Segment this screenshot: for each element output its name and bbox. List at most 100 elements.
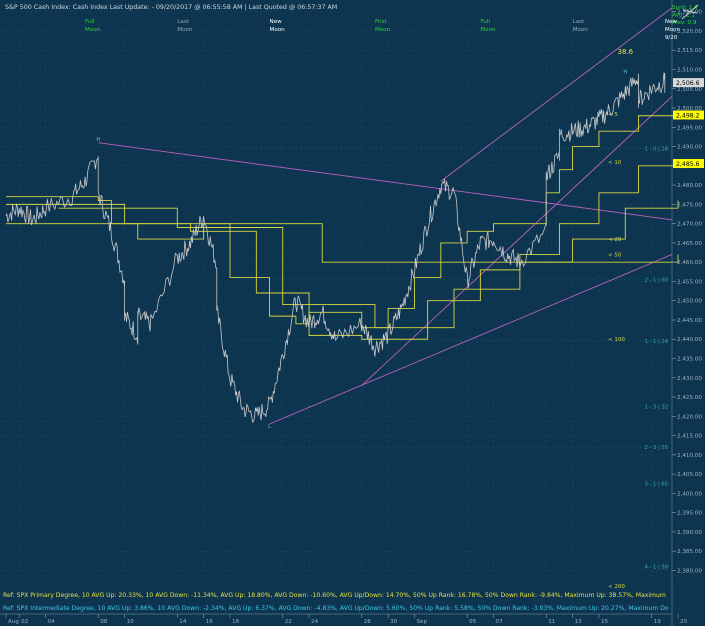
x-tick-label: 11 bbox=[548, 619, 556, 625]
step-label: < 200 bbox=[608, 584, 625, 590]
step-line bbox=[6, 223, 679, 263]
y-tick-label: 2,480.00 bbox=[677, 183, 702, 189]
grid bbox=[0, 0, 679, 626]
moon-marker-line1: Last bbox=[573, 19, 585, 25]
y-tick-label: 2,425.00 bbox=[677, 395, 702, 401]
step-label: < 20 bbox=[608, 237, 622, 243]
header-stat: Sprd: 2.4 bbox=[672, 5, 698, 11]
y-tick-label: 2,440.00 bbox=[677, 337, 702, 343]
moon-marker-line2: Moon bbox=[375, 27, 391, 33]
x-tick-label: 24 bbox=[311, 619, 319, 625]
step-label: < 100 bbox=[608, 337, 625, 343]
chart-annotation: L bbox=[268, 424, 271, 430]
y-tick-label: 2,500.00 bbox=[677, 106, 702, 112]
y-tick-label: 2,410.00 bbox=[677, 453, 702, 459]
x-tick-label: 08 bbox=[100, 619, 108, 625]
chart-annotation: H bbox=[96, 137, 100, 143]
x-tick-label: 20 bbox=[680, 619, 688, 625]
price-line bbox=[5, 72, 666, 423]
y-tick-label: 2,515.00 bbox=[677, 48, 702, 54]
y-tick-label: 2,455.00 bbox=[677, 279, 702, 285]
trendline-upper-channel bbox=[440, 7, 673, 182]
y-tick-label: 2,405.00 bbox=[677, 472, 702, 478]
step-label: < 10 bbox=[608, 160, 622, 166]
y-tick-label: 2,420.00 bbox=[677, 414, 702, 420]
y-tick-label: 2,495.00 bbox=[677, 125, 702, 131]
date-axis: Aug 02 04 08 10 14 16 18 22 24 28 30 Sep 05 07 11 13 15 19… bbox=[5, 614, 688, 625]
moon-markers: Full Moon Last Moon New Moon First Moon Full Moon… bbox=[85, 19, 680, 41]
reference-level-label: 2 - 3 | 55 bbox=[645, 445, 668, 451]
y-tick-label: 2,400.00 bbox=[677, 491, 702, 497]
moon-marker-line1: New bbox=[665, 19, 678, 25]
x-tick-label: Sep bbox=[416, 619, 427, 625]
y-tick-label: 2,380.00 bbox=[677, 568, 702, 574]
reference-level-label: 3 - 1 | 65 bbox=[645, 482, 668, 488]
y-tick-label: 2,490.00 bbox=[677, 145, 702, 151]
y-tick-label: 2,430.00 bbox=[677, 376, 702, 382]
step-line bbox=[58, 200, 679, 329]
price-axis-panel bbox=[672, 0, 705, 626]
y-tick-label: 2,505.00 bbox=[677, 87, 702, 93]
reference-level-label: 1 : 0 | 28 bbox=[645, 147, 668, 153]
reference-levels: 1 : 0 | 28 2 - 1 | 60 1 - 1 | 24 1 - 3 | 32… bbox=[240, 147, 672, 571]
moon-marker-line1: New bbox=[270, 19, 283, 25]
moon-marker-line3: 9/20 bbox=[665, 35, 678, 41]
footer-primary-degree: Ref: SPX Primary Degree, 10 AVG Up: 20.3… bbox=[3, 592, 666, 599]
price-axis: 2,380.00 2,385.00 2,390.00 2,395.00 2,400.00… bbox=[672, 10, 704, 574]
header-stat: Avg: 2.1 bbox=[672, 13, 695, 19]
value-tag-label: 2,485.6 bbox=[676, 161, 700, 168]
reference-level-label: 1 - 3 | 32 bbox=[645, 405, 668, 411]
value-tag-bg bbox=[673, 110, 704, 120]
y-tick-label: 2,395.00 bbox=[677, 511, 702, 517]
reference-level-label: 1 - 1 | 24 bbox=[645, 339, 669, 345]
step-line bbox=[6, 165, 678, 340]
x-tick-label: 13 bbox=[575, 619, 583, 625]
step-label: < 5 bbox=[608, 112, 618, 118]
trendline-long-support bbox=[269, 254, 673, 425]
y-tick-label: 2,435.00 bbox=[677, 357, 702, 363]
trendline-descending-resistance bbox=[98, 142, 673, 221]
chart-header: S&P 500 Cash Index: Cash Index Last Upda… bbox=[5, 3, 337, 11]
x-tick-label: 30 bbox=[390, 619, 398, 625]
annotations: 38.6 H H L bbox=[96, 48, 633, 430]
y-tick-label: 2,445.00 bbox=[677, 318, 702, 324]
moon-marker-line2: Moon bbox=[177, 27, 193, 33]
trendlines bbox=[98, 7, 673, 425]
value-tag-label: 2,506.6 bbox=[676, 80, 700, 87]
reference-level-label: 2 - 1 | 60 bbox=[645, 278, 668, 284]
step-label: < 50 bbox=[608, 252, 622, 258]
reference-level-label: 4 - 1 | 58 bbox=[645, 565, 668, 571]
drawing-tools[interactable] bbox=[681, 4, 699, 20]
y-tick-label: 2,385.00 bbox=[677, 549, 702, 555]
x-tick-label: 02 bbox=[21, 619, 28, 625]
x-tick-label: 19 bbox=[654, 619, 662, 625]
moon-marker-line2: Moon bbox=[665, 27, 681, 33]
chart-title: S&P 500 Cash Index: Cash Index Last Upda… bbox=[5, 3, 337, 11]
x-tick-label: 16 bbox=[206, 619, 214, 625]
x-tick-label: 22 bbox=[285, 619, 292, 625]
x-tick-label: 15 bbox=[601, 619, 609, 625]
moon-marker-line1: Full bbox=[85, 19, 95, 25]
value-tag-bg bbox=[673, 159, 704, 169]
x-tick-label: Aug bbox=[8, 619, 19, 625]
footer-intermediate-degree: Ref: SPX Intermediate Degree, 10 AVG Up:… bbox=[3, 605, 669, 612]
chart-annotation: H bbox=[623, 69, 627, 75]
y-tick-label: 2,475.00 bbox=[677, 202, 702, 208]
value-tag-label: 2,498.2 bbox=[676, 112, 700, 119]
x-tick-label: 14 bbox=[179, 619, 187, 625]
y-tick-label: 2,465.00 bbox=[677, 241, 702, 247]
chart-annotation: 38.6 bbox=[617, 48, 633, 56]
x-tick-label: 07 bbox=[496, 619, 504, 625]
moon-marker-line2: Moon bbox=[480, 27, 496, 33]
header-stat: Prev: 0.9 bbox=[672, 20, 697, 26]
moon-marker-line2: Moon bbox=[270, 27, 286, 33]
y-tick-label: 2,510.00 bbox=[677, 68, 702, 74]
trendline-lower-channel bbox=[361, 96, 673, 386]
x-tick-label: 04 bbox=[48, 619, 56, 625]
y-tick-label: 2,470.00 bbox=[677, 222, 702, 228]
x-tick-label: 05 bbox=[469, 619, 477, 625]
moon-marker-line2: Moon bbox=[85, 27, 101, 33]
